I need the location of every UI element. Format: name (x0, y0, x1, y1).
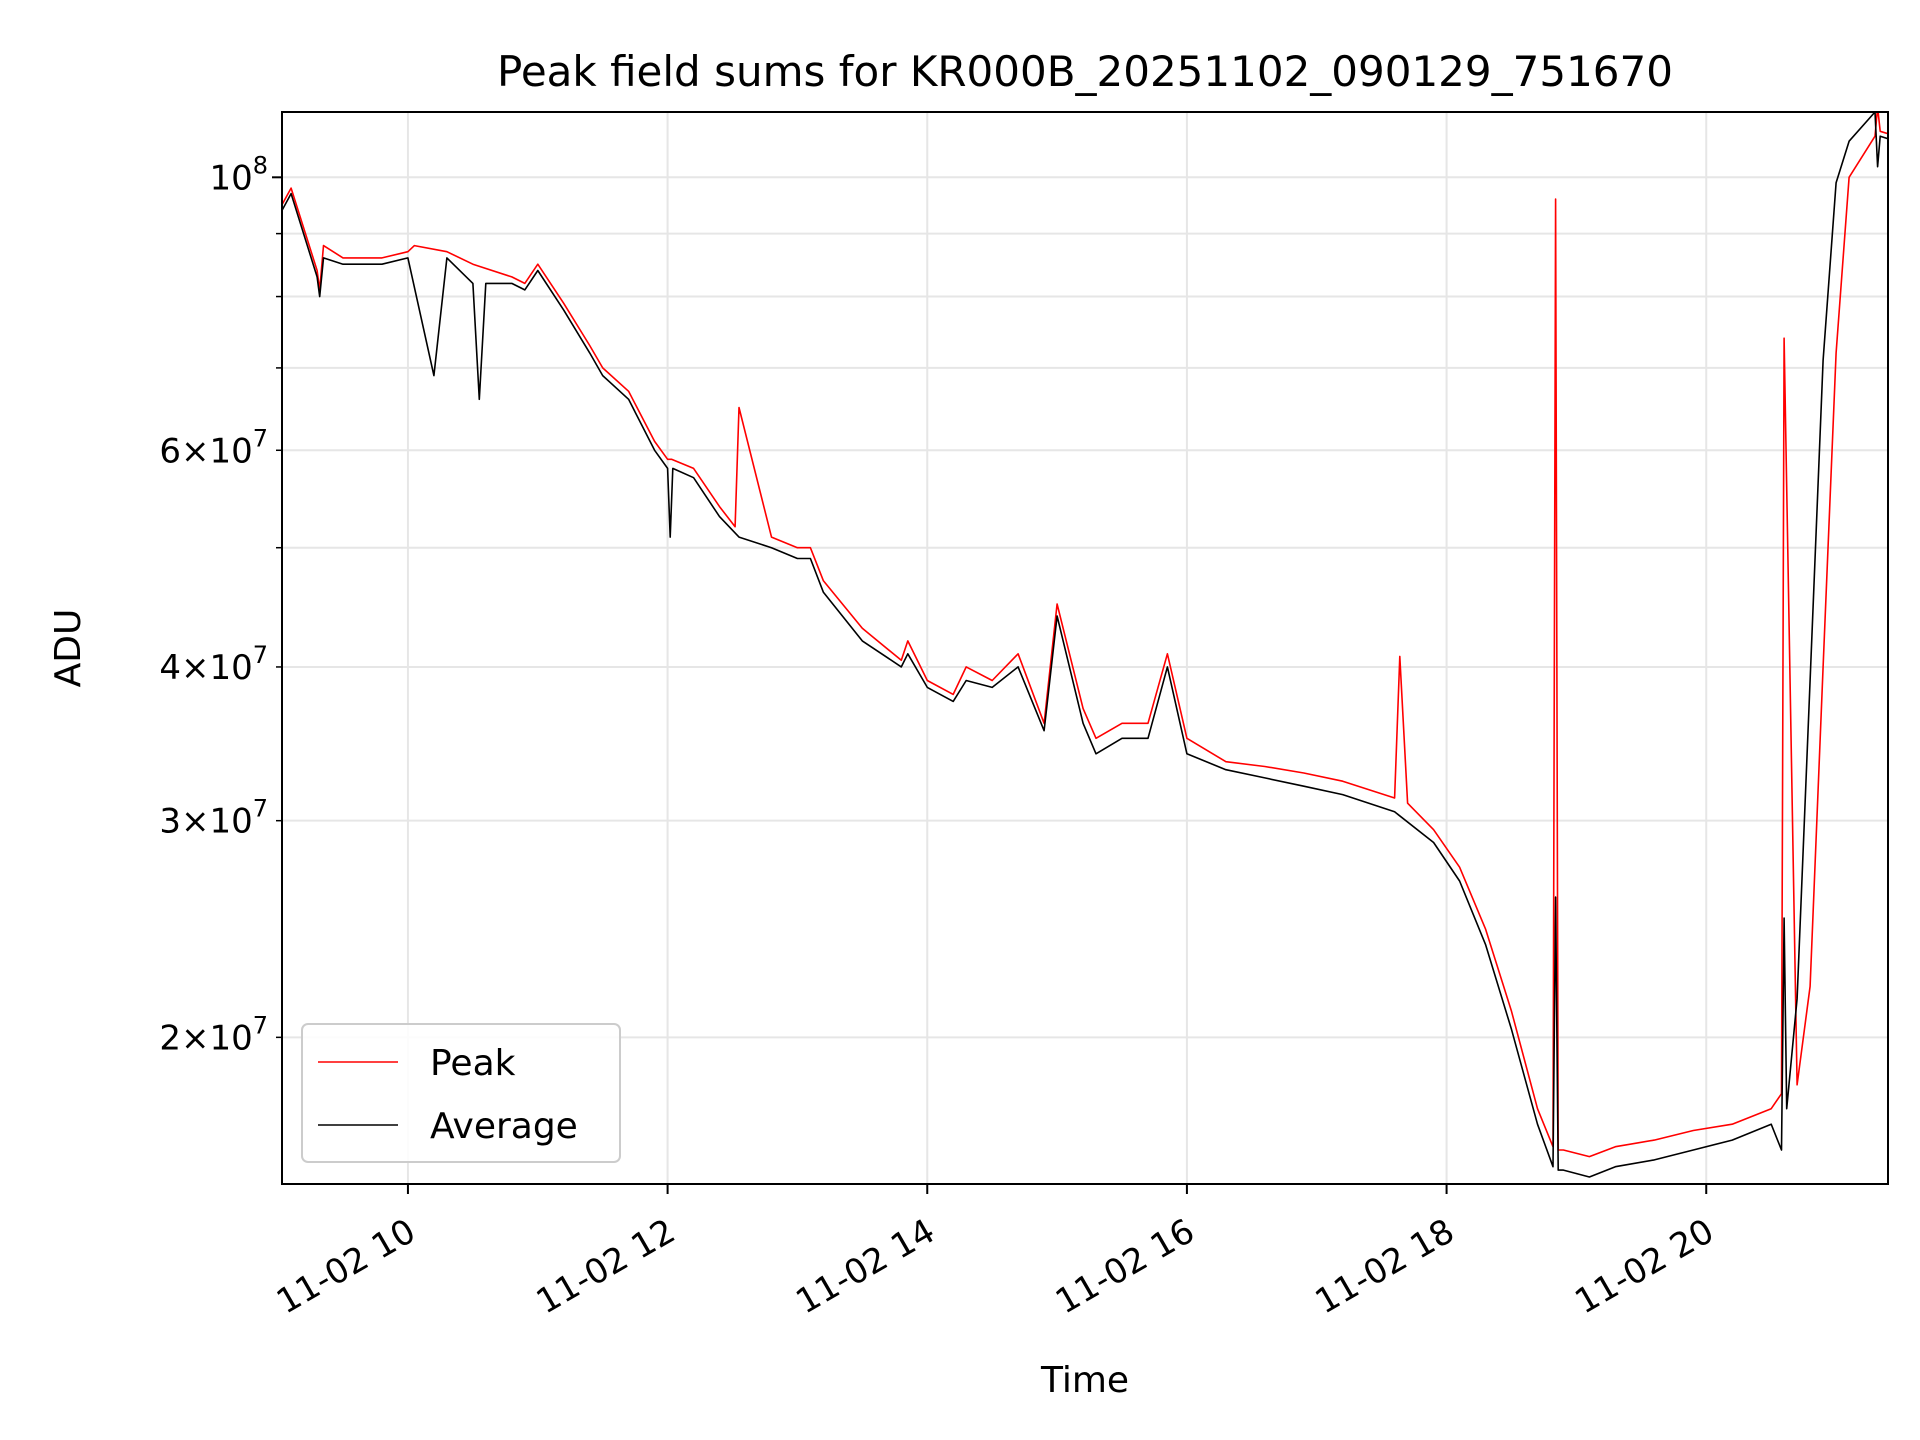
plot-frame (281, 111, 1889, 1185)
legend-box (301, 1023, 621, 1163)
legend: Peak Average (301, 1023, 621, 1163)
grid (282, 112, 1888, 1184)
y-axis-title: ADU (48, 609, 89, 688)
legend-label-peak: Peak (430, 1043, 516, 1084)
legend-label-average: Average (430, 1106, 578, 1147)
y-tick-label: 3×107 (159, 795, 268, 842)
x-axis-title: Time (1040, 1360, 1129, 1401)
y-tick-label: 4×107 (159, 641, 268, 688)
y-tick-label: 6×107 (159, 424, 268, 471)
series-line-peak (282, 112, 1888, 1158)
series-line-average (282, 112, 1888, 1178)
y-tick-label: 2×107 (159, 1011, 268, 1058)
chart-title: Peak field sums for KR000B_20251102_0901… (497, 47, 1673, 96)
y-tick-label: 108 (209, 151, 268, 198)
series-layer (282, 112, 1888, 1178)
